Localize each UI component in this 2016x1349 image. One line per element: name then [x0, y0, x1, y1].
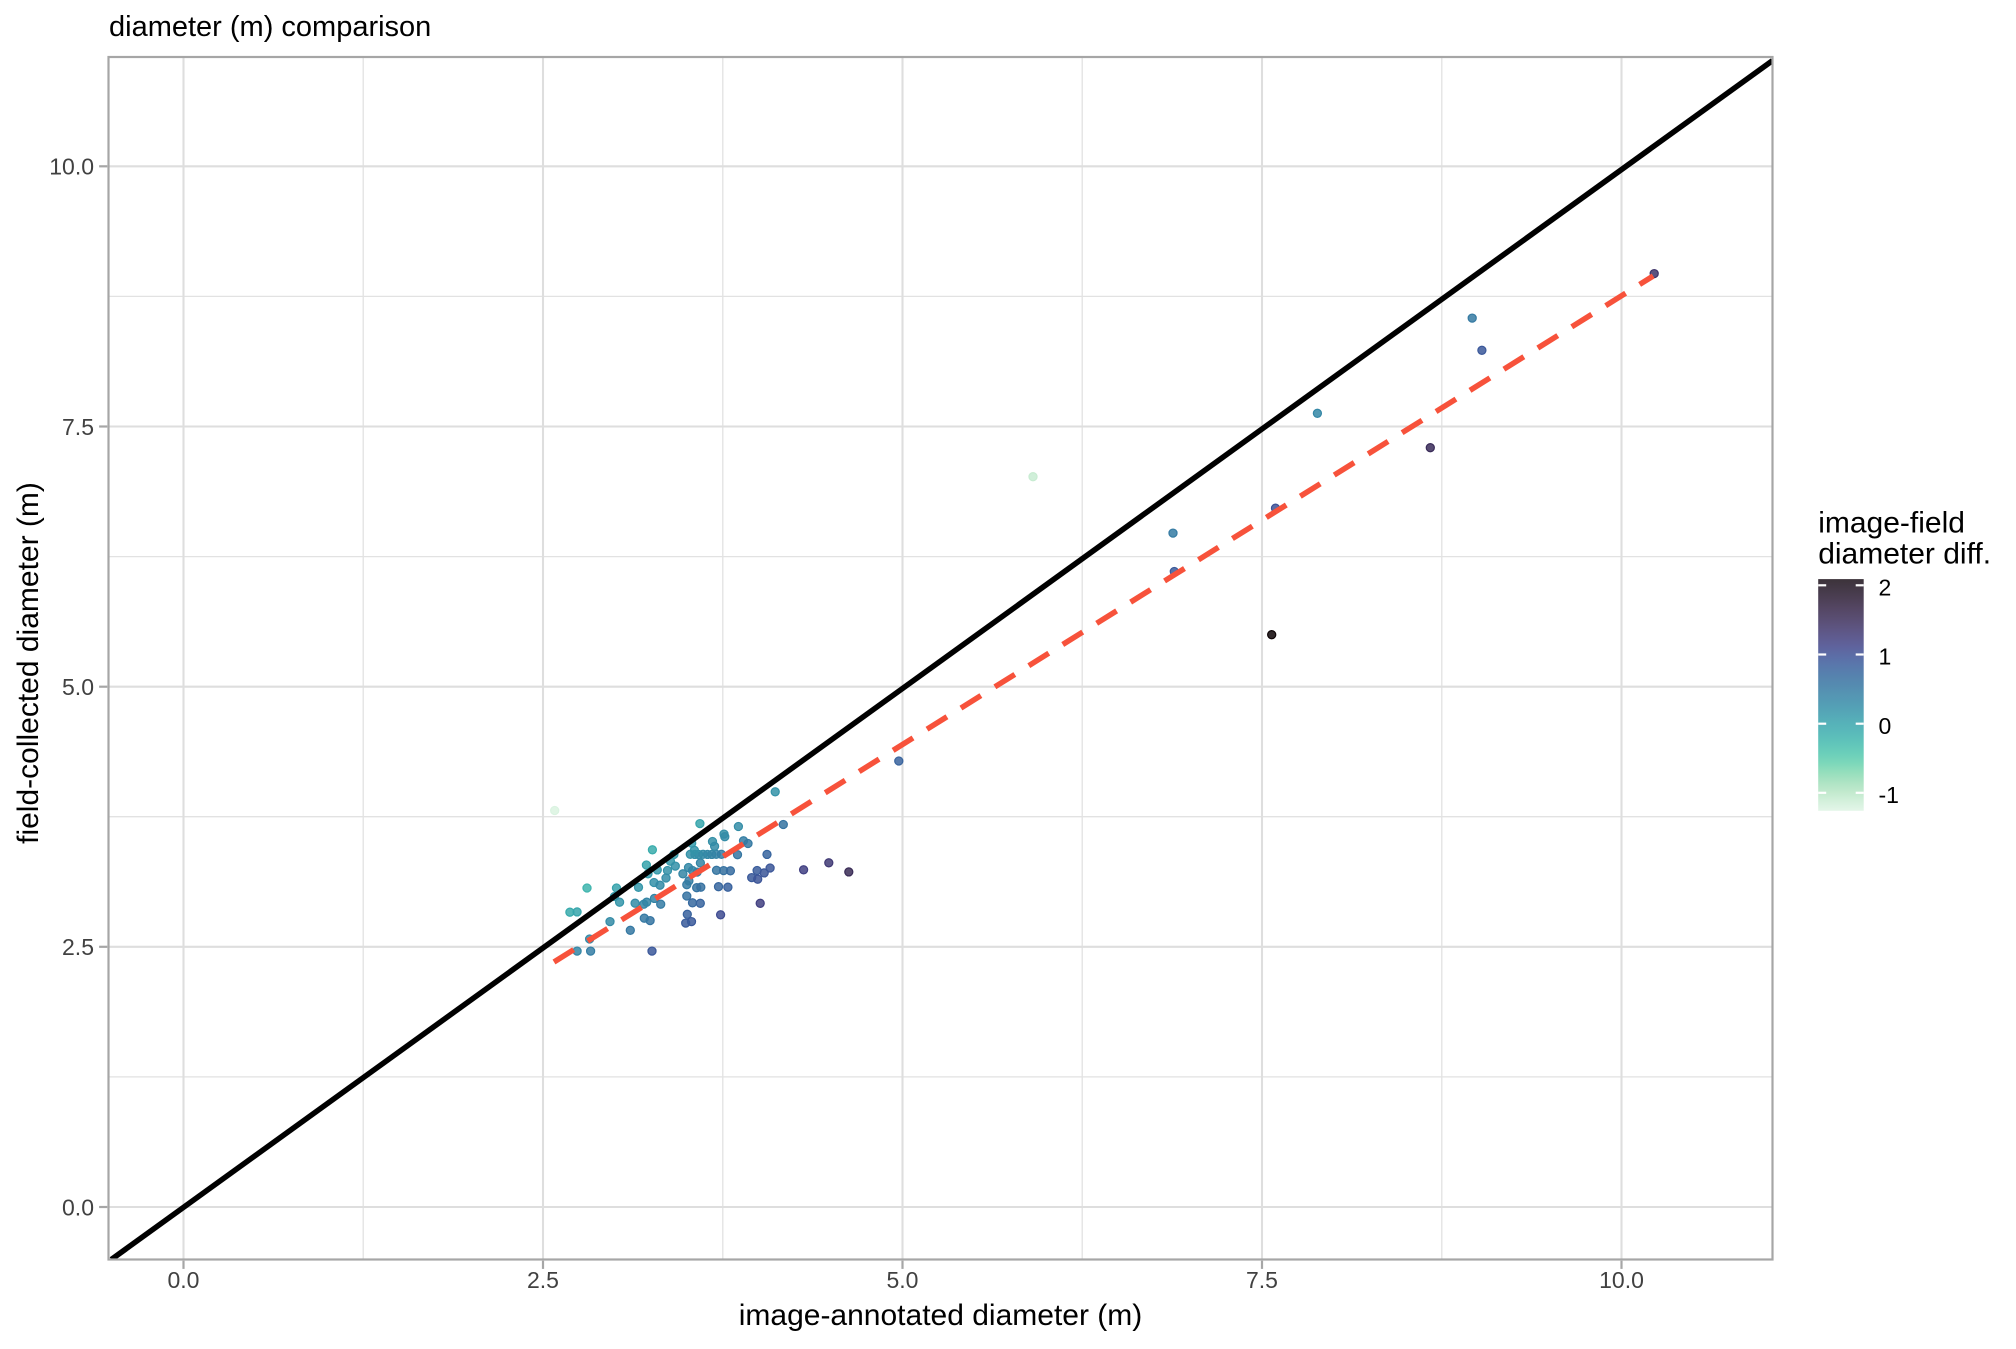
svg-text:5.0: 5.0 [62, 674, 94, 700]
svg-text:7.5: 7.5 [62, 414, 94, 440]
svg-text:1: 1 [1879, 644, 1892, 670]
svg-text:0: 0 [1879, 713, 1892, 739]
svg-text:diameter diff.: diameter diff. [1818, 538, 1991, 571]
svg-text:10.0: 10.0 [1599, 1267, 1644, 1293]
svg-text:-1: -1 [1879, 782, 1899, 808]
svg-text:2: 2 [1879, 575, 1892, 601]
svg-text:0.0: 0.0 [168, 1267, 200, 1293]
svg-text:image-annotated diameter (m): image-annotated diameter (m) [739, 1299, 1143, 1332]
svg-text:2.5: 2.5 [527, 1267, 559, 1293]
svg-text:0.0: 0.0 [62, 1194, 94, 1220]
svg-text:7.5: 7.5 [1246, 1267, 1278, 1293]
svg-text:10.0: 10.0 [49, 154, 94, 180]
svg-text:field-collected diameter (m): field-collected diameter (m) [12, 482, 45, 844]
svg-text:5.0: 5.0 [887, 1267, 919, 1293]
svg-text:image-field: image-field [1818, 507, 1965, 540]
svg-text:2.5: 2.5 [62, 934, 94, 960]
svg-text:diameter (m) comparison: diameter (m) comparison [109, 11, 431, 43]
